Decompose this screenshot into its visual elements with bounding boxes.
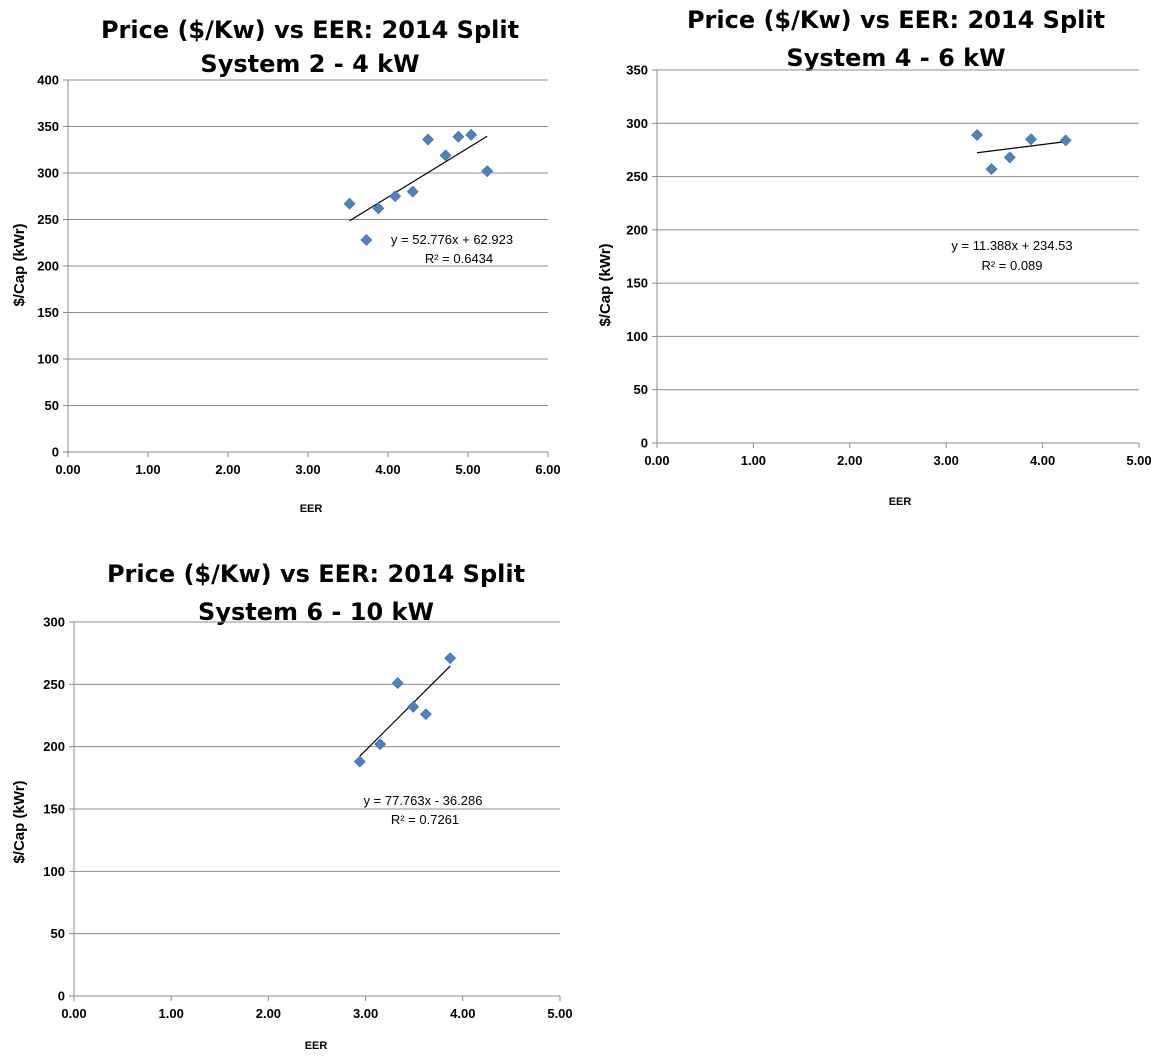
y-tick-label: 250 bbox=[626, 169, 648, 184]
x-tick-label: 5.00 bbox=[455, 462, 480, 477]
plot-area: 0 50 100 150 200 250 300 350 400 0.00 1.00 2.00 3.00… bbox=[37, 73, 560, 478]
data-point bbox=[406, 185, 419, 198]
trendline bbox=[359, 665, 451, 757]
data-point bbox=[374, 738, 387, 751]
y-tick-label: 250 bbox=[37, 212, 59, 227]
y-tick-label: 200 bbox=[43, 739, 65, 754]
data-point bbox=[372, 202, 385, 215]
trendline-equation: y = 11.388x + 234.53 bbox=[951, 238, 1072, 253]
x-tick-label: 0.00 bbox=[644, 453, 669, 468]
y-tick-label: 100 bbox=[626, 329, 648, 344]
data-point bbox=[444, 652, 457, 665]
y-axis-label: $/Cap (kWr) bbox=[11, 780, 28, 863]
y-axis-label: $/Cap (kWr) bbox=[11, 223, 28, 306]
y-tick-label: 200 bbox=[37, 259, 59, 274]
y-axis-label: $/Cap (kWr) bbox=[597, 243, 614, 326]
x-tick-label: 5.00 bbox=[547, 1006, 572, 1021]
x-tick-label: 3.00 bbox=[295, 462, 320, 477]
y-tick-label: 50 bbox=[634, 382, 648, 397]
y-tick-label: 0 bbox=[58, 989, 65, 1004]
chart-svg: Price ($/Kw) vs EER: 2014 Split System 2… bbox=[11, 16, 561, 515]
x-tick-label: 4.00 bbox=[375, 462, 400, 477]
chart-title-line-2: System 4 - 6 kW bbox=[786, 44, 1005, 72]
y-tick-label: 100 bbox=[37, 352, 59, 367]
data-point bbox=[353, 755, 366, 768]
data-point bbox=[419, 708, 432, 721]
x-axis-label: EER bbox=[300, 503, 323, 515]
x-tick-label: 0.00 bbox=[61, 1006, 86, 1021]
data-point bbox=[452, 130, 465, 143]
data-point bbox=[985, 163, 998, 176]
data-point bbox=[360, 234, 373, 246]
y-tick-label: 0 bbox=[641, 436, 648, 451]
x-tick-label: 1.00 bbox=[135, 462, 160, 477]
chart-system-4-6kw: Price ($/Kw) vs EER: 2014 Split System 4… bbox=[580, 0, 1160, 520]
y-tick-label: 50 bbox=[45, 398, 59, 413]
data-point bbox=[481, 165, 494, 178]
y-tick-label: 350 bbox=[626, 63, 648, 78]
trendline bbox=[349, 135, 488, 222]
x-axis-label: EER bbox=[305, 1040, 328, 1052]
data-point bbox=[971, 129, 983, 141]
chart-title-line-1: Price ($/Kw) vs EER: 2014 Split bbox=[101, 16, 519, 44]
y-tick-label: 150 bbox=[626, 276, 648, 291]
data-point bbox=[343, 197, 356, 210]
y-tick-label: 150 bbox=[37, 305, 59, 320]
x-tick-label: 1.00 bbox=[741, 453, 766, 468]
trendline-equation: y = 52.776x + 62.923 bbox=[391, 232, 513, 247]
x-tick-label: 5.00 bbox=[1126, 453, 1151, 468]
x-tick-label: 3.00 bbox=[934, 453, 959, 468]
y-tick-label: 300 bbox=[626, 116, 648, 131]
x-tick-label: 2.00 bbox=[837, 453, 862, 468]
data-point bbox=[1059, 134, 1072, 147]
data-point bbox=[1003, 151, 1016, 164]
chart-system-2-4kw: Price ($/Kw) vs EER: 2014 Split System 2… bbox=[0, 0, 580, 520]
x-tick-label: 2.00 bbox=[215, 462, 240, 477]
y-tick-label: 100 bbox=[43, 864, 65, 879]
chart-title-line-1: Price ($/Kw) vs EER: 2014 Split bbox=[687, 6, 1105, 34]
data-point bbox=[391, 677, 404, 690]
x-tick-label: 3.00 bbox=[353, 1006, 378, 1021]
chart-title-line-2: System 6 - 10 kW bbox=[198, 598, 434, 626]
data-point bbox=[389, 190, 402, 203]
x-tick-label: 4.00 bbox=[450, 1006, 475, 1021]
chart-svg: Price ($/Kw) vs EER: 2014 Split System 6… bbox=[11, 560, 573, 1052]
x-tick-label: 2.00 bbox=[256, 1006, 281, 1021]
y-tick-label: 350 bbox=[37, 119, 59, 134]
y-tick-label: 300 bbox=[37, 166, 59, 181]
x-tick-label: 4.00 bbox=[1030, 453, 1055, 468]
y-tick-label: 400 bbox=[37, 73, 59, 88]
chart-title-line-1: Price ($/Kw) vs EER: 2014 Split bbox=[107, 560, 525, 588]
data-point bbox=[465, 128, 478, 141]
y-tick-label: 50 bbox=[51, 926, 65, 941]
data-point bbox=[422, 133, 434, 146]
trendline-r-squared: R² = 0.089 bbox=[981, 258, 1042, 273]
x-tick-label: 0.00 bbox=[55, 462, 80, 477]
chart-title-line-2: System 2 - 4 kW bbox=[200, 50, 419, 78]
y-tick-label: 200 bbox=[626, 222, 648, 237]
x-tick-label: 1.00 bbox=[159, 1006, 184, 1021]
y-tick-label: 0 bbox=[52, 445, 59, 460]
trendline-r-squared: R² = 0.7261 bbox=[391, 812, 459, 827]
trendline-equation: y = 77.763x - 36.286 bbox=[364, 793, 483, 808]
data-point bbox=[407, 700, 420, 713]
data-point bbox=[1025, 133, 1037, 146]
data-point bbox=[439, 149, 452, 162]
y-tick-label: 250 bbox=[43, 677, 65, 692]
y-tick-label: 150 bbox=[43, 802, 65, 817]
y-tick-label: 300 bbox=[43, 615, 65, 630]
chart-system-6-10kw: Price ($/Kw) vs EER: 2014 Split System 6… bbox=[0, 530, 580, 1061]
x-axis-label: EER bbox=[889, 496, 912, 508]
trendline-r-squared: R² = 0.6434 bbox=[425, 251, 493, 266]
plot-area: 0 50 100 150 200 250 300 0.00 1.00 2.00 3.00 4.00 5.… bbox=[43, 615, 572, 1022]
trendline bbox=[976, 141, 1066, 154]
chart-svg: Price ($/Kw) vs EER: 2014 Split System 4… bbox=[597, 6, 1152, 508]
x-tick-label: 6.00 bbox=[535, 462, 560, 477]
plot-area: 0 50 100 150 200 250 300 350 0.00 1.00 2.00 3.00 4.0… bbox=[626, 63, 1151, 469]
